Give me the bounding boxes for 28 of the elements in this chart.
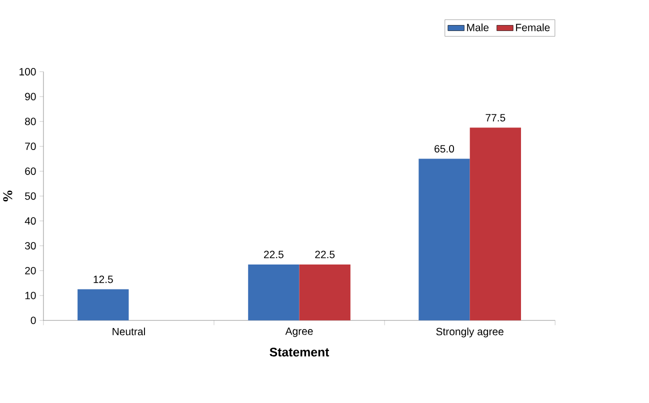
- x-tick-label: Strongly agree: [436, 328, 504, 338]
- y-tick-label: 100: [20, 68, 36, 76]
- x-tick-label: Agree: [285, 328, 313, 338]
- y-tick-label: 40: [24, 217, 36, 225]
- bar: [470, 128, 522, 321]
- y-tick-label: 90: [25, 93, 36, 100]
- y-axis-title: %: [3, 190, 12, 202]
- data-label: 65.0: [434, 145, 454, 153]
- y-tick-label: 10: [25, 292, 36, 300]
- data-label: 22.5: [315, 250, 335, 258]
- y-tick-label: 20: [25, 267, 36, 275]
- y-tick-label: 0: [30, 316, 36, 324]
- bar: [248, 264, 300, 321]
- bar: [78, 289, 129, 321]
- y-tick-label: 70: [25, 142, 36, 150]
- y-tick-label: 60: [25, 168, 36, 176]
- bar: [418, 158, 470, 321]
- x-axis-title: Statement: [270, 348, 330, 357]
- y-tick-label: 30: [24, 242, 36, 250]
- legend-label: Female: [516, 24, 550, 32]
- y-tick-label: 80: [25, 118, 36, 126]
- data-label: 77.5: [486, 114, 506, 122]
- legend-label: Male: [467, 24, 489, 32]
- x-tick-label: Neutral: [112, 328, 145, 336]
- data-label: 22.5: [264, 250, 284, 258]
- bar: [299, 264, 350, 321]
- y-tick-label: 50: [25, 192, 36, 200]
- data-label: 12.5: [94, 276, 113, 284]
